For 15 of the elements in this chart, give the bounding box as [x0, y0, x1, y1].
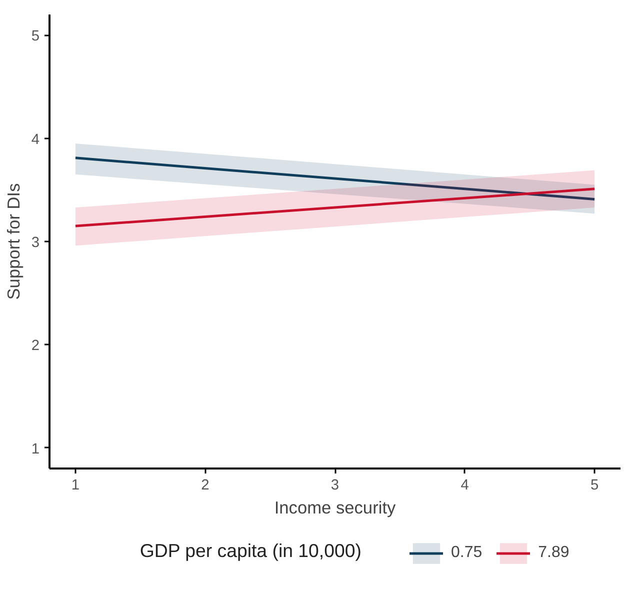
y-tick-label: 1	[31, 441, 40, 458]
y-tick-label: 2	[31, 338, 40, 354]
legend-label: 0.75	[451, 544, 482, 562]
legend-label: 7.89	[538, 544, 570, 562]
x-tick-label: 3	[330, 478, 340, 494]
y-tick-label: 3	[31, 235, 40, 251]
x-tick-label: 5	[590, 478, 599, 494]
y-tick-label: 5	[31, 28, 40, 45]
x-tick-label: 4	[460, 478, 469, 494]
x-tick-label: 2	[201, 478, 210, 494]
x-tick-label: 1	[71, 478, 80, 494]
y-tick-label: 4	[31, 132, 40, 148]
legend-title: GDP per capita (in 10,000)	[140, 540, 362, 561]
x-axis-title: Income security	[274, 498, 396, 518]
y-axis-title: Support for DIs	[3, 182, 24, 300]
